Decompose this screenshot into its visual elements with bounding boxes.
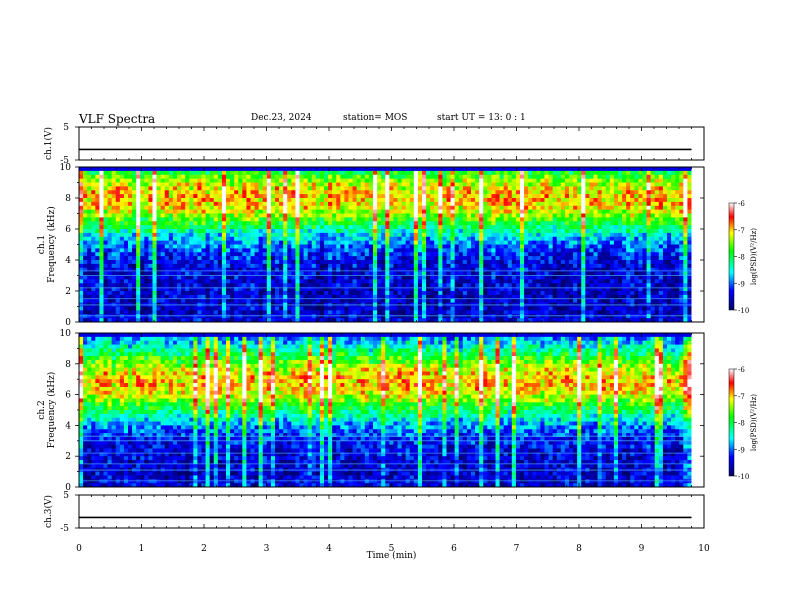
- ch2-y-tick-label: 8: [65, 360, 71, 370]
- ch2-y-tick-label: 10: [60, 329, 72, 339]
- ch1-colorbar-tick: -8: [738, 254, 745, 262]
- ch2-y-tick-label: 0: [65, 483, 71, 493]
- ch3-voltage-y-axis-label: ch.3(V): [43, 495, 54, 528]
- ch2-colorbar-tick: -9: [738, 446, 745, 454]
- x-tick-label: 5: [389, 544, 395, 554]
- ch2-colorbar: [728, 368, 735, 477]
- x-axis-label: Time (min): [367, 550, 417, 561]
- ch2-colorbar-tick: -8: [738, 420, 745, 428]
- x-tick-label: 3: [264, 544, 270, 554]
- ch1-y-axis-label: ch.1: [37, 235, 47, 254]
- ch2-colorbar-tick: -6: [738, 366, 745, 374]
- ch2-colorbar-tick: -10: [738, 473, 749, 481]
- station-label: station= MOS: [343, 113, 408, 123]
- ch2-y-tick-label: 6: [65, 391, 71, 401]
- ch1-y-axis-label-2: Frequency (kHz): [46, 206, 57, 283]
- ch2-y-axis-label: ch.2: [37, 400, 47, 419]
- x-tick-label: 8: [576, 544, 582, 554]
- ch1-colorbar-tick: -7: [738, 227, 745, 235]
- ch1-voltage-y-tick-label: -5: [60, 156, 69, 166]
- ch2-y-tick-label: 2: [65, 452, 71, 462]
- ch1-voltage-y-axis-label: ch.1(V): [43, 127, 54, 160]
- ch2-y-axis-label-2: Frequency (kHz): [46, 372, 57, 449]
- ch1-colorbar-tick: -9: [738, 280, 745, 288]
- chart-title: VLF Spectra: [79, 112, 156, 126]
- x-tick-label: 10: [698, 544, 710, 554]
- ch2-colorbar-label: log(PSD)(V²/Hz): [750, 394, 758, 451]
- ch1-y-tick-label: 6: [65, 225, 71, 235]
- ch1-y-tick-label: 8: [65, 194, 71, 204]
- ch2-y-tick-label: 4: [65, 421, 71, 431]
- ch2-colorbar-tick: -7: [738, 393, 745, 401]
- x-tick-label: 0: [76, 544, 82, 554]
- x-tick-label: 1: [139, 544, 145, 554]
- ch3-voltage-y-tick-label: -5: [60, 524, 69, 534]
- ch1-colorbar-tick: -10: [738, 307, 749, 315]
- ch1-colorbar-tick: -6: [738, 200, 745, 208]
- ch1-spectrogram: [79, 167, 704, 323]
- x-tick-label: 4: [326, 544, 332, 554]
- ch1-y-tick-label: 4: [65, 256, 71, 266]
- date-label: Dec.23, 2024: [251, 113, 312, 123]
- x-tick-label: 9: [639, 544, 645, 554]
- ch1-colorbar: [728, 202, 735, 311]
- ch3-voltage-frame: [78, 494, 705, 529]
- ch1-y-tick-label: 10: [60, 163, 72, 173]
- x-tick-label: 7: [514, 544, 520, 554]
- ch1-colorbar-label: log(PSD)(V²/Hz): [750, 228, 758, 285]
- start-time-label: start UT = 13: 0 : 1: [437, 113, 526, 123]
- ch1-y-tick-label: 0: [65, 318, 71, 328]
- ch1-y-tick-label: 2: [65, 287, 71, 297]
- ch1-voltage-frame: [78, 126, 705, 161]
- ch3-voltage-y-tick-label: 5: [63, 491, 69, 501]
- ch2-spectrogram: [79, 333, 704, 488]
- x-tick-label: 6: [451, 544, 457, 554]
- ch1-voltage-y-tick-label: 5: [63, 123, 69, 133]
- x-tick-label: 2: [201, 544, 207, 554]
